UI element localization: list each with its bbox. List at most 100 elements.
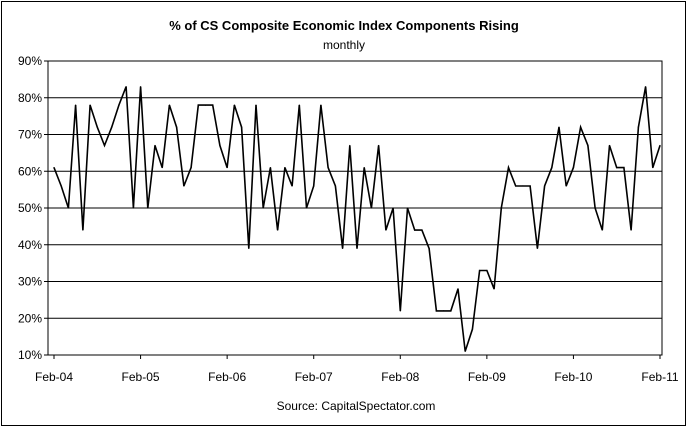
data-point	[471, 328, 474, 330]
data-point	[168, 104, 171, 106]
y-tick-label: 40%	[18, 238, 42, 252]
data-point	[442, 310, 445, 312]
data-point	[262, 207, 264, 209]
data-point	[363, 166, 365, 169]
data-point	[341, 247, 344, 250]
data-point	[392, 207, 394, 209]
data-point	[543, 185, 546, 187]
chart-title: % of CS Composite Economic Index Compone…	[169, 18, 519, 33]
y-tick-label: 20%	[18, 311, 42, 325]
data-point	[349, 144, 351, 147]
data-point	[630, 229, 632, 231]
data-point	[464, 350, 466, 352]
x-tick-label: Feb-11	[641, 370, 678, 384]
data-point	[147, 207, 149, 209]
data-point	[240, 126, 243, 128]
data-point	[96, 126, 98, 128]
data-point	[450, 310, 452, 312]
data-point	[522, 185, 524, 187]
data-point	[277, 229, 279, 231]
data-point	[652, 166, 654, 169]
x-tick-label: Feb-09	[468, 370, 506, 384]
data-point	[132, 207, 134, 209]
data-point	[305, 207, 308, 209]
data-point	[428, 247, 430, 250]
x-axis: Feb-04 Feb-05 Feb-06 Feb-07 Feb-08 Feb-09 Feb-…	[35, 355, 679, 384]
data-point	[493, 288, 495, 290]
data-point	[82, 229, 84, 231]
data-point	[644, 86, 647, 88]
y-tick-label: 60%	[18, 164, 42, 178]
data-point	[89, 104, 91, 106]
data-point	[356, 247, 358, 250]
y-tick-label: 50%	[18, 201, 42, 215]
data-point	[125, 86, 127, 88]
data-point	[435, 310, 437, 312]
data-point	[320, 104, 322, 106]
data-point	[659, 144, 661, 147]
data-point	[551, 166, 553, 169]
data-point	[601, 229, 603, 231]
series-line	[53, 86, 661, 352]
series-layer	[53, 86, 661, 352]
data-point	[197, 104, 199, 106]
data-point	[298, 104, 300, 106]
x-tick-label: Feb-06	[208, 370, 246, 384]
data-point	[111, 126, 113, 128]
data-point	[608, 144, 611, 147]
data-point	[587, 144, 589, 147]
data-point	[421, 229, 423, 231]
x-tick-label: Feb-08	[381, 370, 419, 384]
data-point	[565, 185, 567, 187]
data-point	[378, 144, 380, 147]
gridlines	[48, 97, 662, 319]
source-note: Source: CapitalSpectator.com	[277, 399, 436, 413]
data-point	[515, 185, 517, 187]
data-point	[529, 185, 531, 187]
data-point	[190, 166, 192, 169]
data-point	[370, 207, 373, 209]
data-point	[486, 269, 488, 272]
data-point	[255, 104, 257, 106]
data-point	[53, 166, 55, 169]
data-point	[572, 166, 575, 169]
data-point	[291, 185, 293, 187]
data-point	[580, 126, 582, 128]
data-point	[269, 166, 272, 169]
data-point	[479, 269, 481, 272]
data-point	[637, 126, 639, 128]
data-point	[334, 185, 336, 187]
data-point	[219, 144, 221, 147]
data-point	[536, 247, 538, 250]
data-point	[204, 104, 207, 106]
data-point	[248, 247, 250, 250]
y-tick-label: 10%	[18, 348, 42, 362]
data-point	[118, 104, 120, 106]
data-point	[327, 166, 329, 169]
data-point	[558, 126, 560, 128]
data-point	[385, 229, 387, 231]
data-point	[139, 86, 142, 88]
y-tick-label: 70%	[18, 128, 42, 142]
data-point	[507, 166, 510, 169]
data-point	[500, 207, 502, 209]
data-point	[414, 229, 416, 231]
data-point	[313, 185, 315, 187]
y-axis: 10% 20% 30% 40% 50% 60% 70% 80% 90%	[18, 54, 48, 362]
data-point	[406, 207, 409, 209]
y-tick-label: 90%	[18, 54, 42, 68]
data-point	[399, 310, 401, 312]
data-point	[594, 207, 596, 209]
data-point	[103, 144, 106, 147]
y-tick-label: 80%	[18, 91, 42, 105]
data-point	[176, 126, 178, 128]
data-point	[616, 166, 618, 169]
data-point	[623, 166, 625, 169]
data-point	[226, 166, 228, 169]
data-point	[233, 104, 235, 106]
data-point	[75, 104, 77, 106]
y-tick-label: 30%	[18, 275, 42, 289]
data-point	[183, 185, 185, 187]
data-point	[67, 207, 70, 209]
